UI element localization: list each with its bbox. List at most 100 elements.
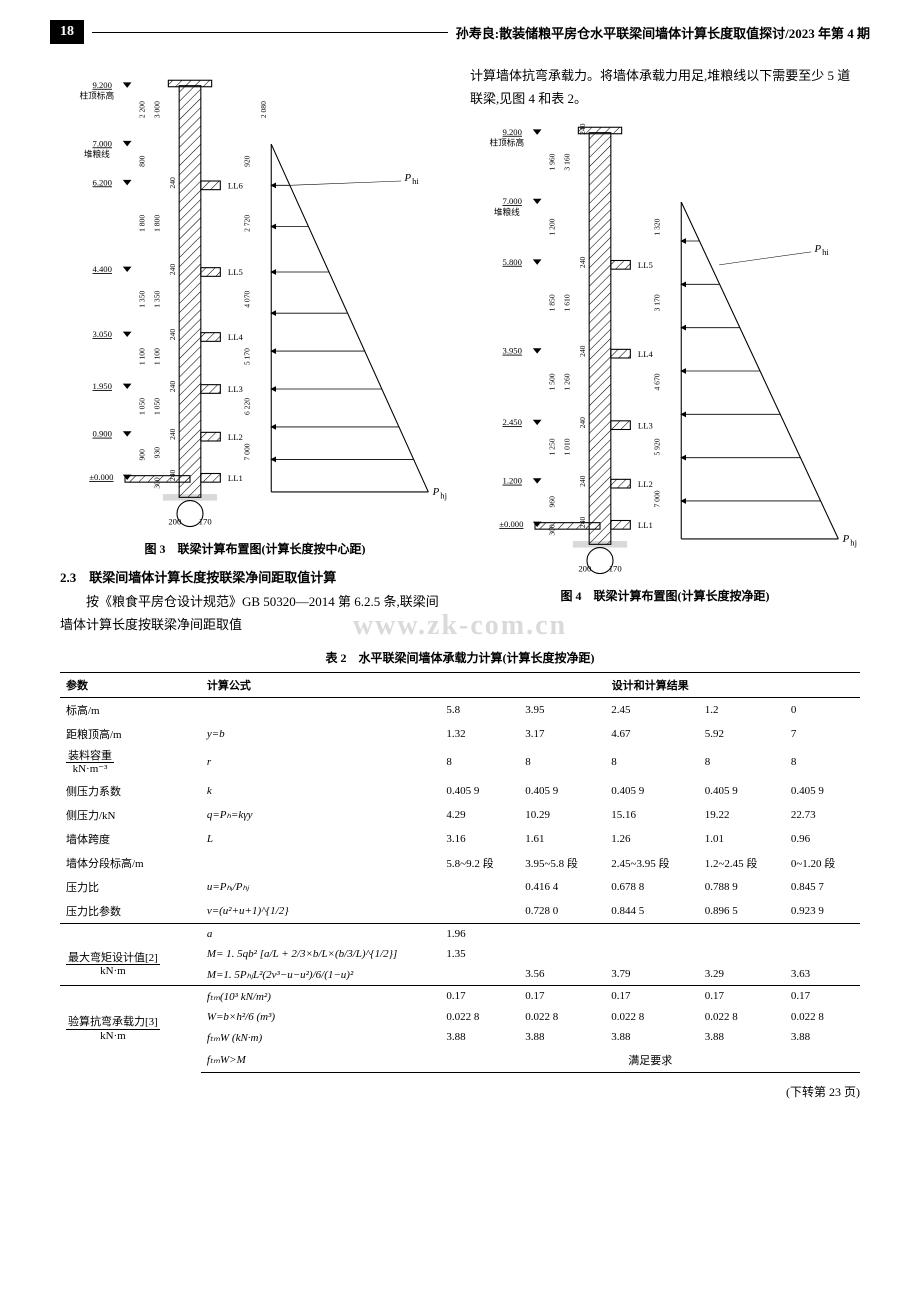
- cell-value: 1.2: [699, 697, 785, 722]
- cell-formula: v=(u²+u+1)^{1/2}: [201, 899, 441, 924]
- svg-text:7.000: 7.000: [503, 196, 522, 206]
- cell-param: 装料容重kN·m⁻³: [60, 746, 201, 779]
- cell-value: 1.96: [440, 923, 519, 944]
- cell-formula: W=b×h²/6 (m³): [201, 1007, 441, 1027]
- svg-text:LL4: LL4: [638, 349, 654, 359]
- cell-formula: M=1. 5PₕⱼL²(2v³−u−u²)/6/(1−u)²: [201, 964, 441, 986]
- cell-value: 8: [440, 746, 519, 779]
- cell-value: 0.17: [519, 985, 605, 1007]
- svg-text:240: 240: [578, 475, 587, 487]
- ll5-label: LL5: [228, 267, 243, 277]
- cell-value: 0.405 9: [519, 779, 605, 803]
- svg-text:3.050: 3.050: [93, 329, 112, 339]
- cell-value: 0.728 0: [519, 899, 605, 924]
- cell-value: 1.35: [440, 944, 519, 964]
- svg-text:LL2: LL2: [638, 479, 653, 489]
- svg-text:堆粮线: 堆粮线: [494, 206, 520, 217]
- cell-value: 3.63: [785, 964, 860, 986]
- svg-text:1 200: 1 200: [548, 218, 557, 235]
- svg-text:5.800: 5.800: [503, 257, 522, 267]
- cell-param: 侧压力/kN: [60, 803, 201, 827]
- svg-text:300: 300: [548, 524, 557, 536]
- table-row: 墙体跨度L3.161.611.261.010.96: [60, 827, 860, 851]
- cell-value: 0.923 9: [785, 899, 860, 924]
- svg-text:240: 240: [578, 256, 587, 268]
- cell-value: 15.16: [605, 803, 698, 827]
- cell-value: 3.95: [519, 697, 605, 722]
- table-row: 装料容重kN·m⁻³r88888: [60, 746, 860, 779]
- cell-param: [60, 923, 201, 944]
- cell-param: 距粮顶高/m: [60, 722, 201, 746]
- svg-text:0.900: 0.900: [93, 429, 112, 439]
- cell-value: 0.022 8: [605, 1007, 698, 1027]
- table-row: 标高/m5.83.952.451.20: [60, 697, 860, 722]
- svg-text:3 000: 3 000: [153, 101, 162, 118]
- cell-value: 0.17: [699, 985, 785, 1007]
- svg-text:1 850: 1 850: [548, 294, 557, 311]
- cell-formula: a: [201, 923, 441, 944]
- cell-value: 0.022 8: [440, 1007, 519, 1027]
- section-2-3-para: 按《粮食平房仓设计规范》GB 50320—2014 第 6.2.5 条,联梁间墙…: [60, 590, 450, 637]
- cell-formula: [201, 851, 441, 875]
- svg-text:170: 170: [199, 516, 212, 526]
- svg-text:200: 200: [578, 563, 591, 573]
- svg-text:6.200: 6.200: [93, 177, 112, 187]
- svg-text:240: 240: [168, 428, 177, 440]
- svg-text:170: 170: [609, 563, 622, 573]
- cell-formula: k: [201, 779, 441, 803]
- svg-text:1 800: 1 800: [138, 215, 147, 232]
- svg-text:1 800: 1 800: [153, 215, 162, 232]
- svg-text:3 170: 3 170: [653, 294, 662, 311]
- cell-value: 1.26: [605, 827, 698, 851]
- svg-text:2 200: 2 200: [138, 101, 147, 118]
- svg-text:1 100: 1 100: [153, 348, 162, 365]
- cell-param: 压力比参数: [60, 899, 201, 924]
- cell-value: 5.92: [699, 722, 785, 746]
- cell-value: 0.022 8: [785, 1007, 860, 1027]
- svg-text:hi: hi: [822, 247, 829, 257]
- svg-text:7 000: 7 000: [243, 443, 252, 460]
- cell-value: 3.95~5.8 段: [519, 851, 605, 875]
- cell-param: 侧压力系数: [60, 779, 201, 803]
- cell-value: 0.844 5: [605, 899, 698, 924]
- table-2: 参数 计算公式 设计和计算结果 标高/m5.83.952.451.20距粮顶高/…: [60, 672, 860, 1073]
- cell-formula: q=Pₕ=kγy: [201, 803, 441, 827]
- svg-text:5 920: 5 920: [653, 438, 662, 455]
- svg-text:P: P: [842, 533, 850, 545]
- cell-formula: [201, 697, 441, 722]
- cell-value: 3.88: [440, 1027, 519, 1048]
- cell-value: [785, 944, 860, 964]
- cell-value: 8: [519, 746, 605, 779]
- svg-text:1 960: 1 960: [548, 153, 557, 170]
- cell-value: 3.16: [440, 827, 519, 851]
- svg-text:900: 900: [138, 449, 147, 461]
- section-2-3-heading: 2.3 联梁间墙体计算长度按联梁净间距取值计算: [60, 567, 450, 586]
- table-row: 侧压力系数k0.405 90.405 90.405 90.405 90.405 …: [60, 779, 860, 803]
- cell-value: 0: [785, 697, 860, 722]
- cell-value: 0.678 8: [605, 875, 698, 899]
- svg-text:300: 300: [153, 477, 162, 489]
- table-row: a1.96: [60, 923, 860, 944]
- svg-text:柱顶标高: 柱顶标高: [490, 136, 525, 147]
- cell-formula: L: [201, 827, 441, 851]
- svg-text:4 070: 4 070: [243, 290, 252, 307]
- right-column: 计算墙体抗弯承载力。将墙体承载力用足,堆粮线以下需要至少 5 道联梁,见图 4 …: [470, 64, 860, 637]
- svg-text:LL1: LL1: [638, 520, 653, 530]
- page-number: 18: [50, 20, 84, 44]
- svg-text:1.950: 1.950: [93, 381, 112, 391]
- cell-value: [785, 923, 860, 944]
- cell-value: 0.416 4: [519, 875, 605, 899]
- svg-text:6 220: 6 220: [243, 398, 252, 415]
- cell-value: 5.8: [440, 697, 519, 722]
- svg-text:P: P: [813, 243, 821, 255]
- cell-value: 22.73: [785, 803, 860, 827]
- cell-param: 墙体跨度: [60, 827, 201, 851]
- cell-value: 10.29: [519, 803, 605, 827]
- ll3-label: LL3: [228, 384, 243, 394]
- cell-value: [519, 923, 605, 944]
- svg-text:P: P: [432, 486, 440, 498]
- cell-value: 3.88: [519, 1027, 605, 1048]
- svg-text:800: 800: [138, 155, 147, 167]
- cell-value: 1.61: [519, 827, 605, 851]
- table-row: 距粮顶高/my=b1.323.174.675.927: [60, 722, 860, 746]
